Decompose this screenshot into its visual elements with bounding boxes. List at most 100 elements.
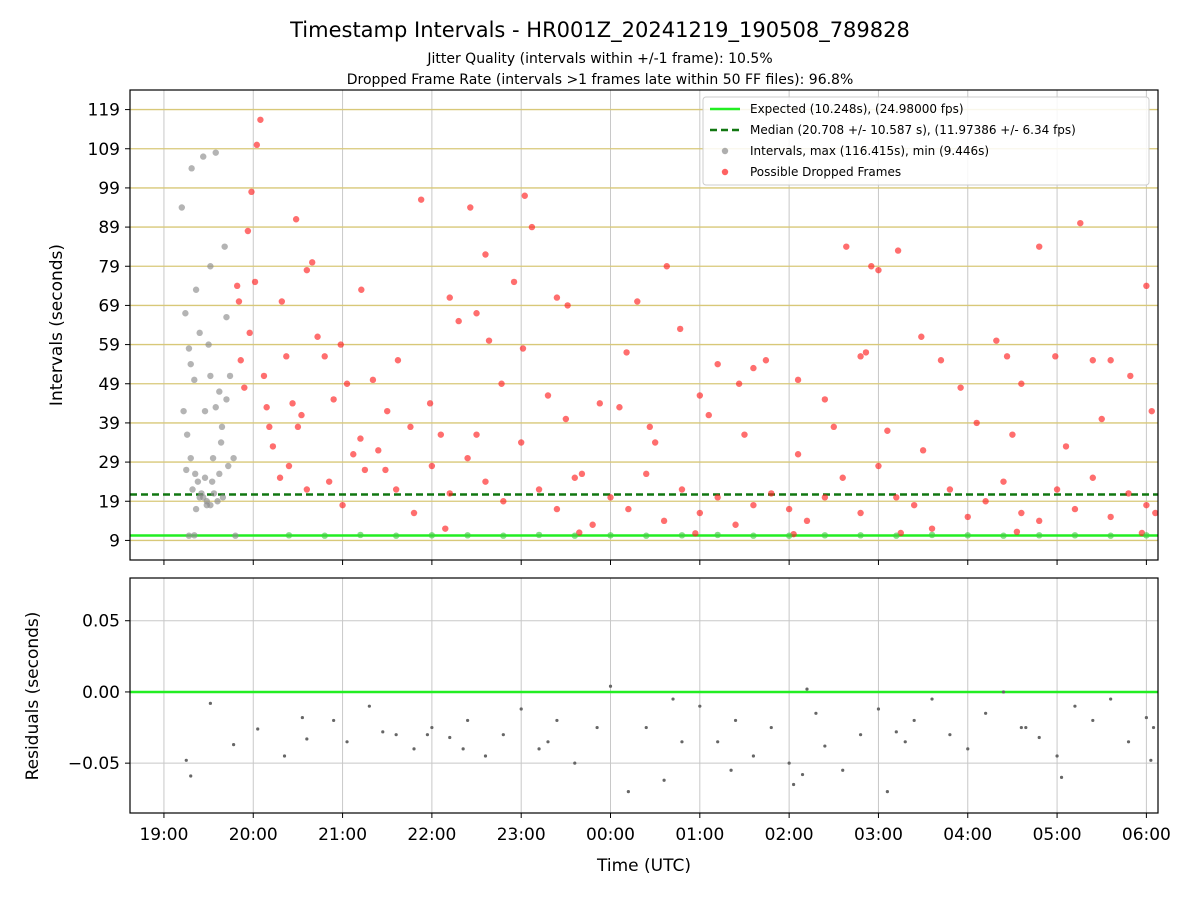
dropped-frame-point bbox=[303, 266, 311, 274]
residual-point bbox=[282, 754, 287, 758]
interval-point bbox=[187, 454, 194, 462]
residual-point bbox=[1055, 754, 1059, 758]
interval-point bbox=[192, 286, 200, 293]
residual-point bbox=[256, 727, 260, 731]
interval-point bbox=[226, 372, 234, 380]
chart-subtitle-dropped: Dropped Frame Rate (intervals >1 frames … bbox=[347, 72, 854, 88]
dropped-frame-point bbox=[839, 474, 846, 481]
dropped-frame-point bbox=[266, 423, 273, 431]
residual-point bbox=[519, 707, 523, 711]
dropped-frame-point bbox=[1053, 486, 1061, 493]
dropped-frame-point bbox=[843, 243, 850, 250]
interval-point bbox=[196, 329, 203, 337]
dropped-frame-point bbox=[678, 486, 686, 493]
intervals-y-tick-label: 79 bbox=[98, 257, 120, 277]
dropped-frame-point bbox=[369, 376, 377, 384]
dropped-frame-point bbox=[1089, 474, 1097, 481]
dropped-frame-point bbox=[993, 337, 1000, 344]
residual-point bbox=[966, 747, 970, 751]
intervals-y-tick-label: 49 bbox=[98, 375, 120, 395]
dropped-frame-point bbox=[732, 521, 739, 528]
dropped-frame-point bbox=[1013, 528, 1021, 535]
interval-point bbox=[185, 345, 193, 352]
dropped-frame-point bbox=[1107, 513, 1114, 521]
expected-interval-point bbox=[1071, 532, 1079, 539]
interval-point bbox=[185, 532, 193, 539]
residual-point bbox=[662, 778, 666, 782]
residual-point bbox=[912, 718, 916, 723]
dropped-frame-point bbox=[696, 509, 704, 517]
dropped-frame-point bbox=[294, 423, 302, 431]
residual-point bbox=[573, 761, 577, 765]
dropped-frame-point bbox=[298, 411, 305, 419]
residual-point bbox=[814, 711, 818, 715]
residual-point bbox=[208, 701, 212, 705]
dropped-frame-point bbox=[251, 278, 259, 286]
residual-point bbox=[626, 790, 630, 794]
residual-point bbox=[903, 740, 907, 744]
residual-point bbox=[948, 733, 952, 737]
dropped-frame-point bbox=[564, 302, 571, 309]
residual-point bbox=[555, 718, 559, 723]
residual-point bbox=[367, 704, 371, 708]
dropped-frame-point bbox=[714, 494, 721, 501]
residuals-y-tick-label: 0.05 bbox=[82, 612, 120, 632]
residual-point bbox=[1151, 725, 1156, 730]
dropped-frame-point bbox=[821, 494, 829, 501]
dropped-frame-point bbox=[482, 478, 489, 485]
dropped-frame-point bbox=[857, 353, 864, 360]
dropped-frame-point bbox=[246, 329, 253, 337]
intervals-y-tick-label: 109 bbox=[88, 140, 120, 160]
dropped-frame-point bbox=[589, 521, 596, 528]
dropped-frame-point bbox=[750, 501, 757, 509]
intervals-y-ticks: 9 19 29 39 49 59 69 79 89 99 109 119 bbox=[88, 101, 130, 551]
dropped-frame-point bbox=[285, 462, 293, 470]
residuals-points bbox=[184, 684, 1156, 794]
dropped-frame-point bbox=[407, 423, 414, 431]
intervals-y-tick-label: 69 bbox=[98, 296, 120, 316]
legend-median-label: Median (20.708 +/- 10.587 s), (11.97386 … bbox=[750, 123, 1076, 137]
intervals-y-axis-label: Intervals (seconds) bbox=[47, 244, 67, 406]
residual-point bbox=[1149, 758, 1153, 762]
x-tick-label: 04:00 bbox=[943, 825, 992, 845]
dropped-frame-point bbox=[803, 517, 811, 525]
interval-point bbox=[188, 165, 195, 172]
dropped-frame-point bbox=[553, 505, 561, 513]
dropped-frame-point bbox=[276, 474, 284, 481]
dropped-frame-point bbox=[1003, 353, 1011, 360]
dropped-frame-point bbox=[1009, 431, 1016, 438]
interval-point bbox=[212, 149, 219, 156]
legend-frame bbox=[702, 96, 1150, 186]
residual-point bbox=[1109, 697, 1113, 701]
residual-point bbox=[300, 715, 304, 720]
dropped-frame-point bbox=[735, 380, 743, 387]
dropped-frame-point bbox=[485, 337, 493, 344]
residual-point bbox=[1073, 704, 1077, 708]
dropped-frame-point bbox=[596, 400, 603, 407]
dropped-frame-point bbox=[1125, 490, 1132, 497]
residual-point bbox=[345, 740, 349, 744]
expected-interval-point bbox=[1107, 532, 1114, 539]
interval-point bbox=[201, 474, 209, 481]
residual-point bbox=[1144, 715, 1148, 720]
dropped-frame-point bbox=[576, 529, 583, 536]
dropped-frame-point bbox=[651, 439, 659, 446]
dropped-frame-point bbox=[696, 392, 704, 399]
interval-point bbox=[191, 532, 198, 539]
dropped-frame-point bbox=[919, 447, 927, 454]
residual-point bbox=[332, 718, 336, 723]
dropped-frame-point bbox=[1107, 357, 1114, 364]
interval-point bbox=[210, 490, 218, 497]
intervals-axes-frame bbox=[129, 89, 1159, 561]
residual-point bbox=[1091, 718, 1095, 723]
interval-point bbox=[178, 204, 186, 211]
residual-point bbox=[1001, 690, 1006, 694]
dropped-frame-point bbox=[467, 204, 474, 211]
expected-interval-point bbox=[357, 531, 364, 539]
residual-point bbox=[769, 725, 773, 730]
dropped-frame-point bbox=[375, 447, 382, 454]
x-tick-label: 05:00 bbox=[1033, 825, 1082, 845]
intervals-x-ticks bbox=[163, 560, 1147, 565]
dropped-frame-point bbox=[269, 443, 277, 450]
dropped-frame-point bbox=[446, 490, 453, 497]
